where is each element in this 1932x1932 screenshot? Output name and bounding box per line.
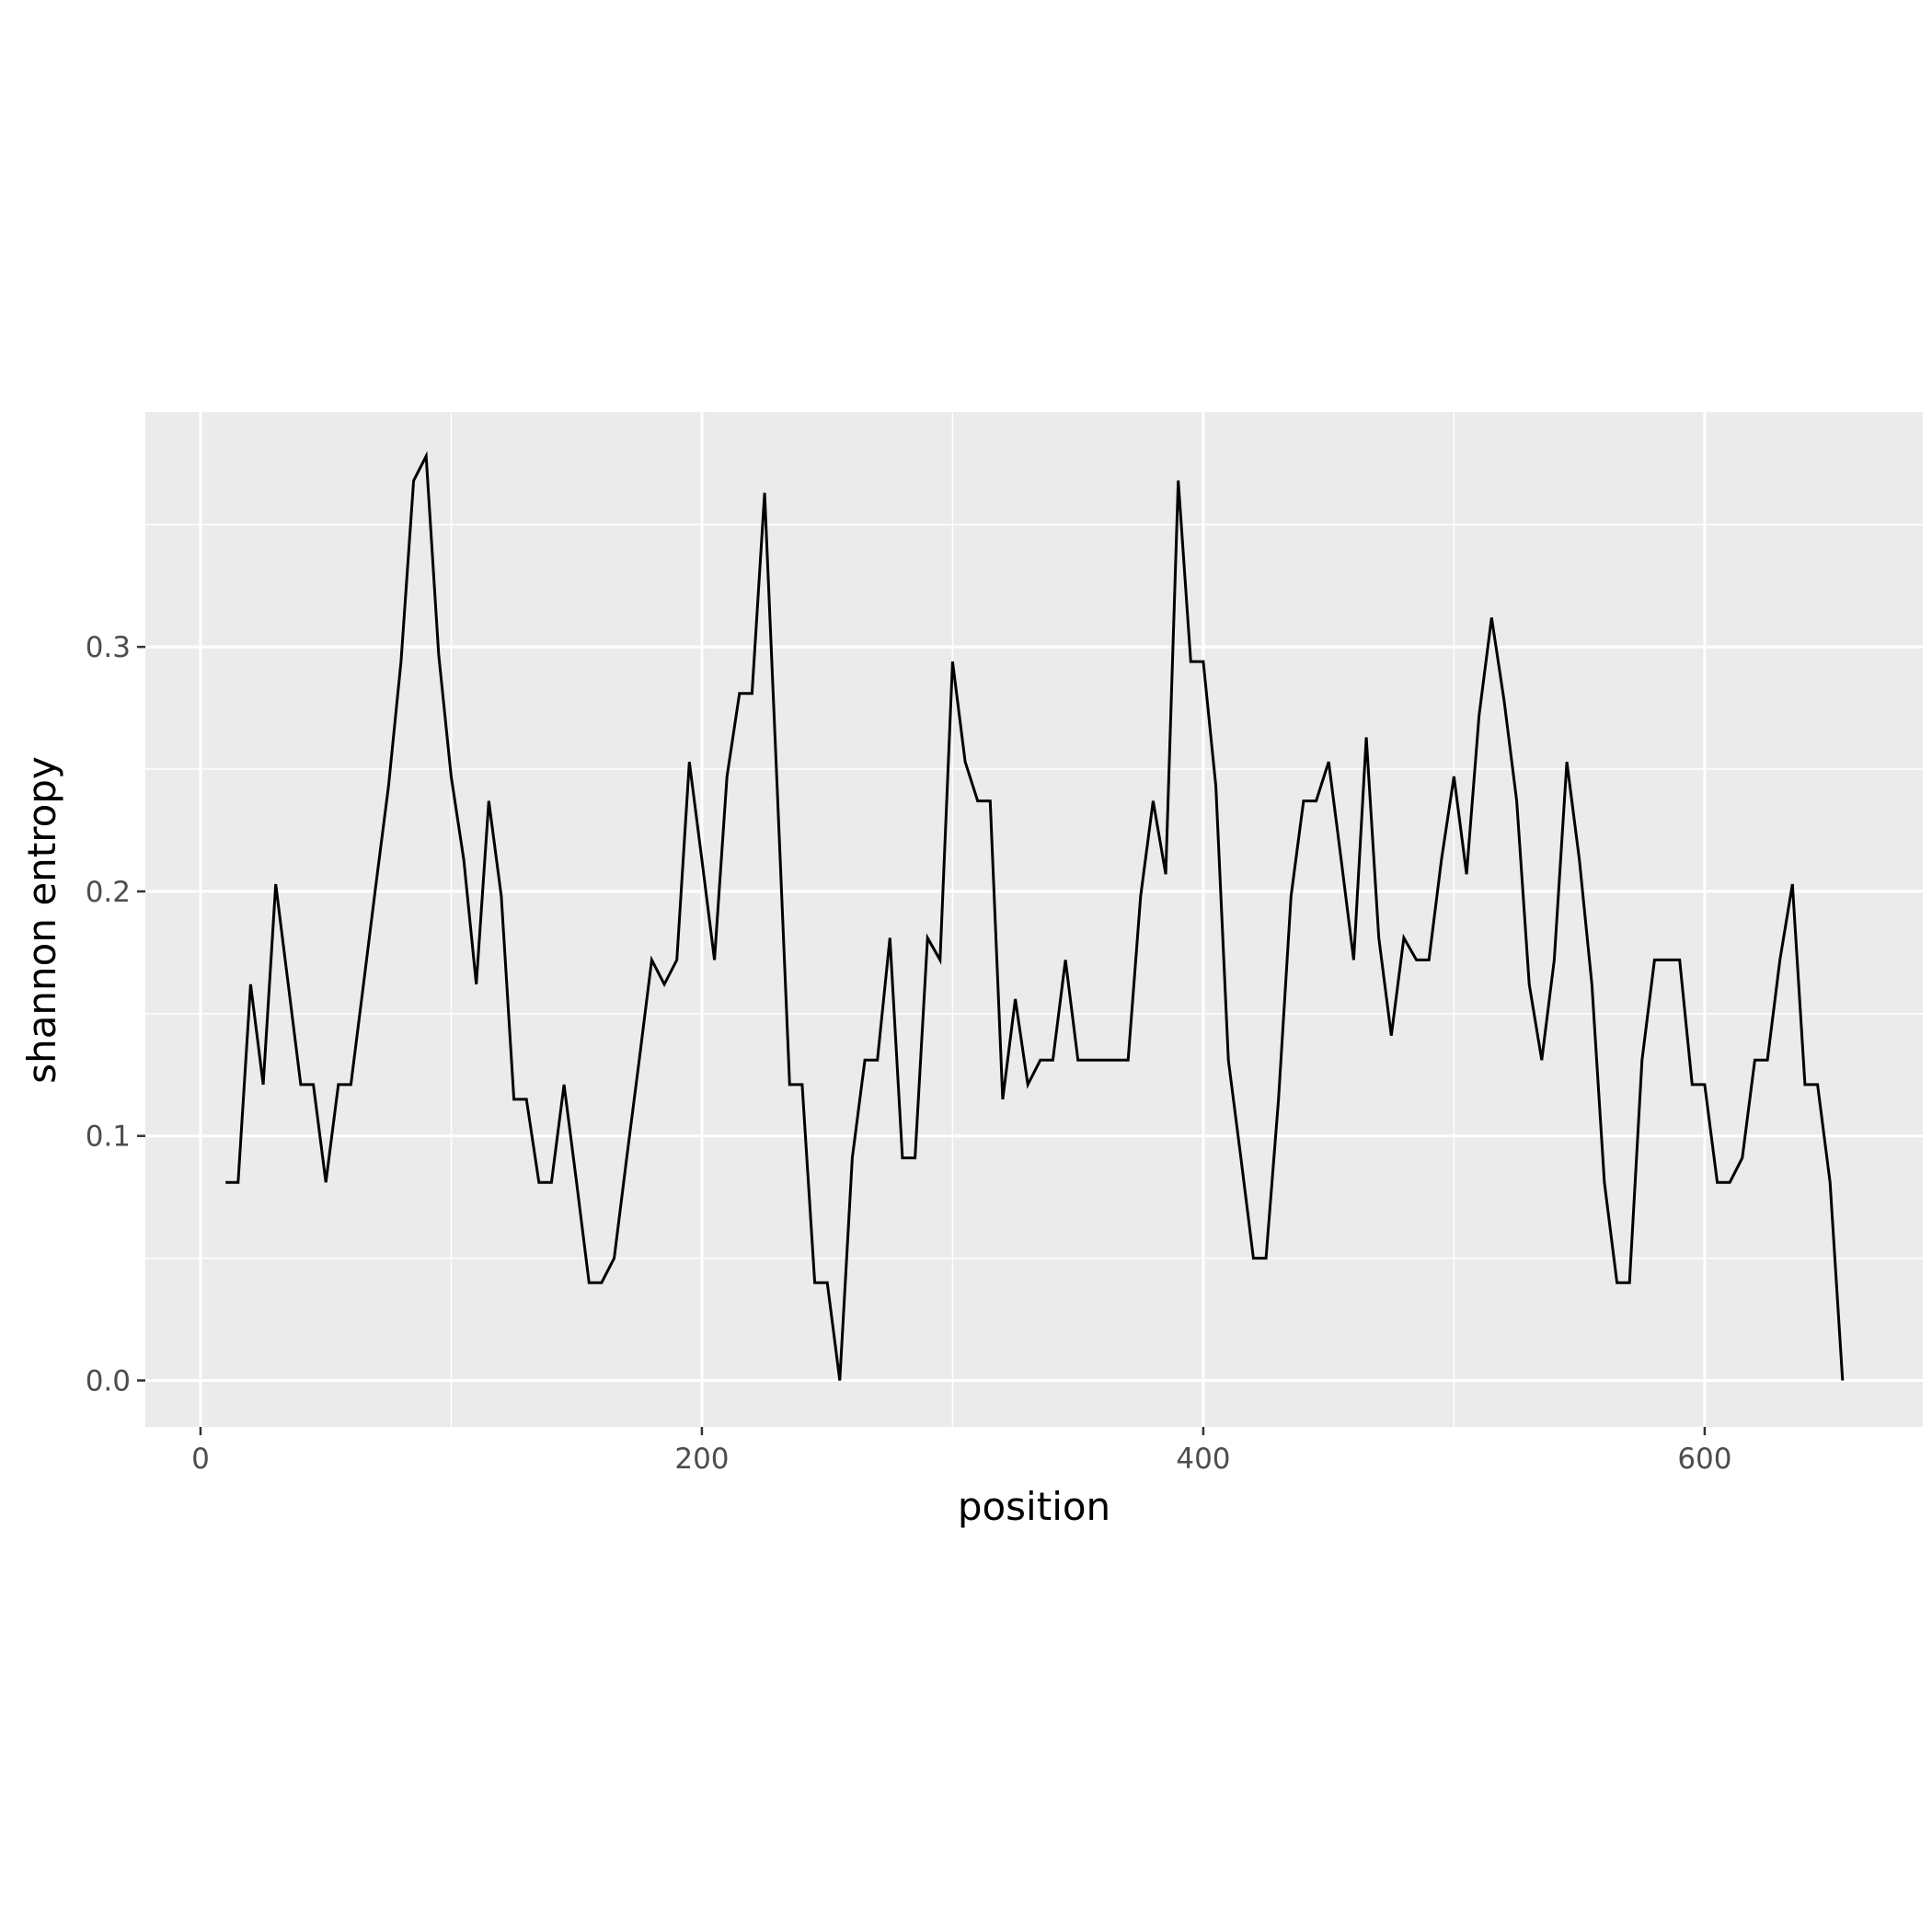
y-tick-label: 0.0 bbox=[86, 1365, 131, 1398]
y-tick-label: 0.2 bbox=[86, 876, 131, 909]
grid-minor bbox=[145, 412, 1923, 1427]
plot-panel bbox=[145, 412, 1923, 1427]
x-tick-label: 0 bbox=[191, 1443, 210, 1476]
y-axis-ticks: 0.0 0.1 0.2 0.3 bbox=[86, 631, 145, 1398]
x-tick-label: 200 bbox=[674, 1443, 729, 1476]
y-tick-label: 0.3 bbox=[86, 631, 131, 664]
x-axis-title: position bbox=[958, 1484, 1110, 1529]
entropy-series-line bbox=[225, 451, 1845, 1381]
x-tick-label: 600 bbox=[1677, 1443, 1731, 1476]
x-axis-ticks: 0 200 400 600 bbox=[191, 1427, 1732, 1476]
grid-major bbox=[145, 412, 1923, 1427]
y-axis-title: shannon entropy bbox=[19, 756, 64, 1084]
x-tick-label: 400 bbox=[1176, 1443, 1230, 1476]
y-tick-label: 0.1 bbox=[86, 1121, 131, 1154]
